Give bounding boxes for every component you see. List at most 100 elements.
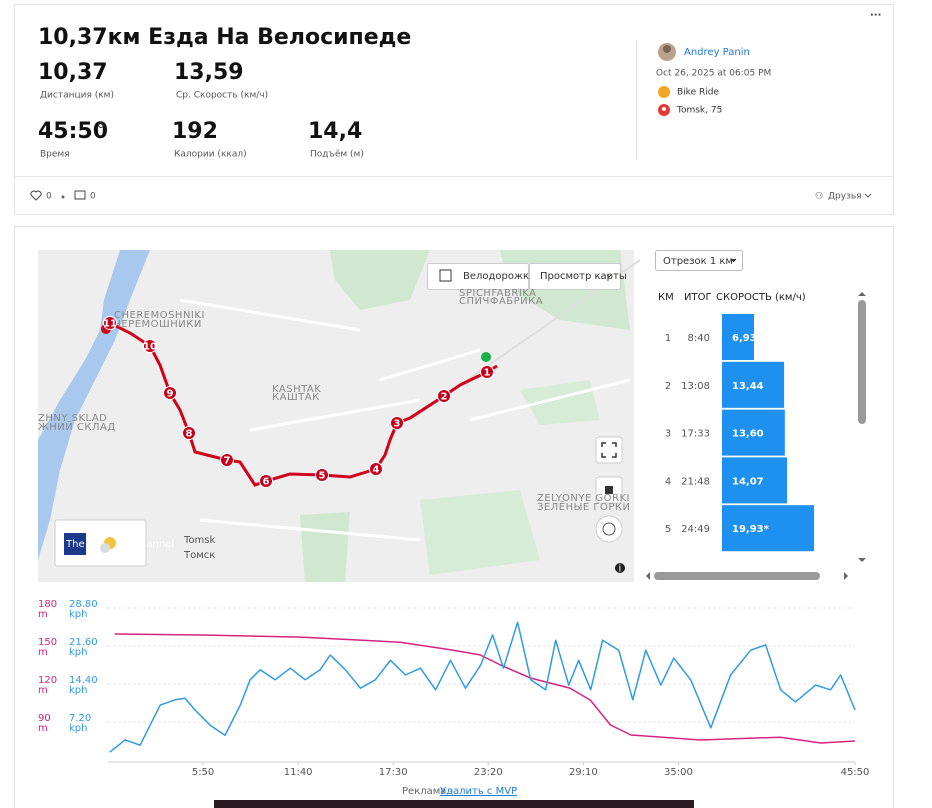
- stat-value: 10,37: [38, 60, 108, 85]
- km-marker: [259, 474, 273, 488]
- split-header: КМ: [658, 292, 674, 303]
- map-view-label: Просмотр карты: [540, 271, 627, 282]
- split-selector-label: Отрезок 1 км: [663, 256, 733, 267]
- fullscreen-button[interactable]: [595, 436, 623, 464]
- y-unit: m: [38, 609, 48, 620]
- park: [300, 512, 350, 582]
- split-speed: 14,07: [732, 476, 764, 487]
- visibility-icon: ⚇: [815, 192, 823, 202]
- split-speed: 19,93*: [732, 524, 770, 535]
- chevron: [606, 274, 612, 278]
- y2-tick-label: 14.40: [69, 675, 98, 686]
- km-marker: [437, 389, 451, 403]
- location: Tomsk, 75: [676, 106, 722, 116]
- y2-unit: kph: [69, 609, 87, 620]
- sport-icon: [658, 86, 670, 98]
- y-tick-label: 120: [38, 675, 57, 686]
- athlete-name[interactable]: Andrey Panin: [684, 47, 750, 58]
- place-label: ЗЕЛЁНЫЕ ГОРКИ: [537, 500, 631, 513]
- split-time: 8:40: [688, 333, 710, 344]
- info-icon: i: [619, 564, 622, 575]
- y-tick-label: 90: [38, 713, 51, 724]
- place-label: ЖНИЙ СКЛАД: [38, 420, 116, 433]
- ad-banner[interactable]: [214, 800, 694, 808]
- ad-label: Реклама -: [402, 786, 454, 797]
- split-km: 3: [665, 429, 671, 440]
- split-selector[interactable]: [655, 250, 743, 271]
- scrollbar-h[interactable]: [654, 572, 820, 580]
- y2-tick-label: 28.80: [69, 599, 98, 610]
- place-label: KASHTAK: [272, 384, 321, 395]
- split-header: СКОРОСТЬ (км/ч): [716, 292, 806, 303]
- avatar-head: [663, 45, 671, 53]
- split-km: 2: [665, 381, 671, 392]
- pan-icon: [602, 522, 616, 536]
- y2-unit: kph: [69, 685, 87, 696]
- split-bar: [722, 505, 815, 552]
- stat-label: Дистанция (км): [40, 91, 114, 101]
- stat-label: Время: [40, 150, 70, 160]
- river: [38, 250, 150, 560]
- split-time: 13:08: [681, 381, 710, 392]
- visibility[interactable]: Друзья: [828, 192, 862, 202]
- km-marker-label: 10: [143, 342, 157, 353]
- stat-value: 192: [172, 119, 218, 144]
- km-marker-label: 6: [263, 477, 270, 488]
- x-tick-label: 17:30: [379, 767, 408, 778]
- split-km: 4: [665, 476, 671, 487]
- more-menu[interactable]: ···: [870, 10, 881, 21]
- summary-card: [14, 4, 894, 215]
- split-bar: [722, 361, 785, 408]
- park: [330, 250, 430, 310]
- y-unit: m: [38, 723, 48, 734]
- park: [420, 490, 540, 575]
- km-marker-label: 9: [167, 389, 174, 400]
- x-tick-label: 35:00: [664, 767, 693, 778]
- place-label: Tomsk: [183, 535, 215, 546]
- weather-cloud: [100, 543, 110, 553]
- km-marker: [220, 453, 234, 467]
- map[interactable]: Велодорожка Просмотр карты The Weather C…: [38, 250, 641, 582]
- km-marker: [143, 339, 157, 353]
- split-rows: 1 8:40 6,93 2 13:08 13,44 3 17:33 13,60 4 21:48 14,…: [665, 314, 815, 552]
- x-tick-label: 5:50: [192, 767, 214, 778]
- activity-date: Oct 26, 2025 at 06:05 PM: [656, 69, 771, 79]
- time-icon[interactable]: [98, 122, 104, 128]
- place-label: СПИЧФАБРИКА: [459, 296, 543, 307]
- split-time: 17:33: [681, 429, 710, 440]
- split-km: 5: [665, 524, 671, 535]
- km-marker-label: 4: [373, 465, 380, 476]
- km-marker: [369, 462, 383, 476]
- km-marker: [315, 468, 329, 482]
- activity-title: 10,37км Езда На Велосипеде: [38, 25, 411, 50]
- split-speed: 13,44: [732, 381, 764, 392]
- route-start: [481, 352, 491, 362]
- kudos-icon[interactable]: [30, 190, 42, 201]
- info-button[interactable]: [615, 563, 625, 573]
- stat-label: Подъём (м): [310, 150, 364, 160]
- chevron: [730, 258, 737, 263]
- checkbox[interactable]: [439, 269, 452, 282]
- scrollbar-v[interactable]: [858, 300, 866, 424]
- place-label: SPICHFABRIKA: [459, 288, 536, 299]
- place-label: ZHNY SKLAD: [38, 413, 107, 424]
- fullscreen-icon: [601, 442, 617, 458]
- x-tick-label: 11:40: [284, 767, 313, 778]
- km-marker: [390, 416, 404, 430]
- chevron: [864, 193, 872, 198]
- place-label: Томск: [183, 550, 215, 561]
- stat-value: 14,4: [308, 119, 362, 144]
- map-view-button[interactable]: [529, 263, 621, 290]
- km-marker-label: 1: [484, 368, 491, 379]
- place-label: ZELYONYE GORKI: [537, 493, 630, 504]
- x-tick-label: 23:20: [474, 767, 503, 778]
- y-unit: m: [38, 647, 48, 658]
- km-marker-label: 3: [394, 419, 401, 430]
- bike-lanes-toggle[interactable]: [427, 263, 529, 290]
- ad-remove-link[interactable]: Удалить с MVP: [440, 786, 517, 797]
- split-header: ИТОГ: [684, 292, 712, 303]
- km-marker-label: 5: [319, 471, 326, 482]
- pan-button[interactable]: [595, 515, 623, 543]
- comment-icon[interactable]: [74, 190, 86, 200]
